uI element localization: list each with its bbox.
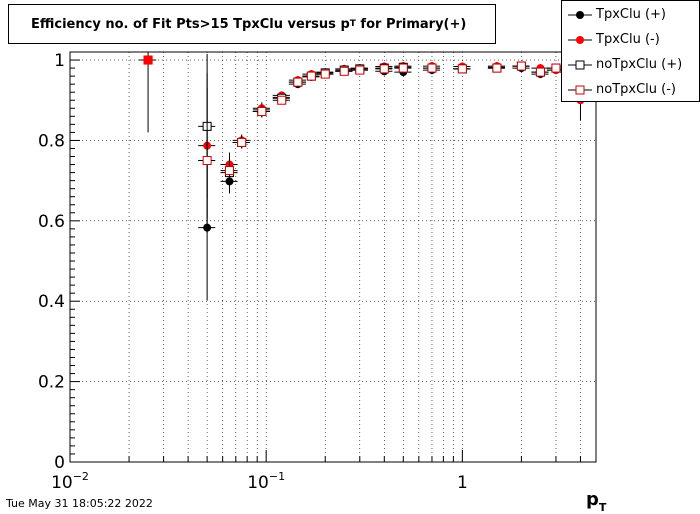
data-point bbox=[339, 66, 349, 76]
legend-marker-tpxclu-minus bbox=[568, 36, 592, 44]
y-tick-label: 0.4 bbox=[38, 292, 65, 312]
data-point bbox=[237, 137, 247, 147]
legend: TpxClu (+) TpxClu (-) noTpxClu (+) noTpx… bbox=[561, 0, 700, 102]
data-point bbox=[427, 63, 437, 73]
data-point bbox=[320, 69, 330, 79]
legend-item-tpxclu-minus: TpxClu (-) bbox=[562, 30, 700, 50]
data-point bbox=[492, 63, 502, 73]
grid-lines bbox=[69, 52, 596, 462]
legend-label: TpxClu (-) bbox=[596, 32, 660, 47]
legend-label: TpxClu (+) bbox=[596, 7, 666, 22]
legend-item-tpxclu-plus: TpxClu (+) bbox=[562, 5, 700, 25]
data-point bbox=[224, 166, 234, 176]
data-point bbox=[457, 64, 467, 74]
legend-marker-tpxclu-plus bbox=[568, 11, 592, 19]
y-tick-label: 0 bbox=[54, 453, 65, 473]
data-marks bbox=[139, 52, 589, 301]
legend-marker-notpxclu-minus bbox=[568, 85, 592, 95]
data-point bbox=[202, 156, 212, 166]
y-tick-label: 1 bbox=[54, 51, 65, 71]
chart-title-main: Efficiency no. of Fit Pts>15 TpxClu vers… bbox=[31, 16, 350, 32]
chart-title-tail: for Primary(+) bbox=[355, 16, 467, 32]
data-point bbox=[516, 61, 526, 71]
plot-area bbox=[70, 52, 596, 462]
legend-item-notpxclu-plus: noTpxClu (+) bbox=[562, 55, 700, 75]
legend-label: noTpxClu (-) bbox=[596, 82, 676, 97]
data-point bbox=[398, 63, 408, 73]
x-tick-label: 10−2 bbox=[51, 470, 89, 493]
legend-label: noTpxClu (+) bbox=[596, 57, 683, 72]
data-point bbox=[355, 65, 365, 75]
legend-marker-notpxclu-plus bbox=[568, 60, 592, 70]
data-point bbox=[306, 71, 316, 81]
data-point bbox=[551, 63, 561, 73]
data-point bbox=[293, 77, 303, 87]
x-tick-label: 1 bbox=[457, 473, 468, 493]
legend-item-notpxclu-minus: noTpxClu (-) bbox=[562, 80, 700, 100]
y-tick-label: 0.2 bbox=[38, 373, 65, 393]
x-tick-label: 10−1 bbox=[247, 470, 285, 493]
timestamp: Tue May 31 18:05:22 2022 bbox=[6, 497, 153, 510]
chart-title: Efficiency no. of Fit Pts>15 TpxClu vers… bbox=[8, 4, 496, 44]
data-point bbox=[379, 64, 389, 74]
data-point bbox=[143, 55, 153, 65]
y-tick-label: 0.6 bbox=[38, 212, 65, 232]
plot-frame bbox=[69, 51, 597, 463]
chart-title-subscript: T bbox=[349, 19, 356, 29]
y-tick-label: 0.8 bbox=[38, 131, 65, 151]
data-point bbox=[277, 95, 287, 105]
data-point bbox=[535, 67, 545, 77]
x-axis-label: pT bbox=[586, 489, 607, 514]
data-point bbox=[257, 106, 267, 116]
